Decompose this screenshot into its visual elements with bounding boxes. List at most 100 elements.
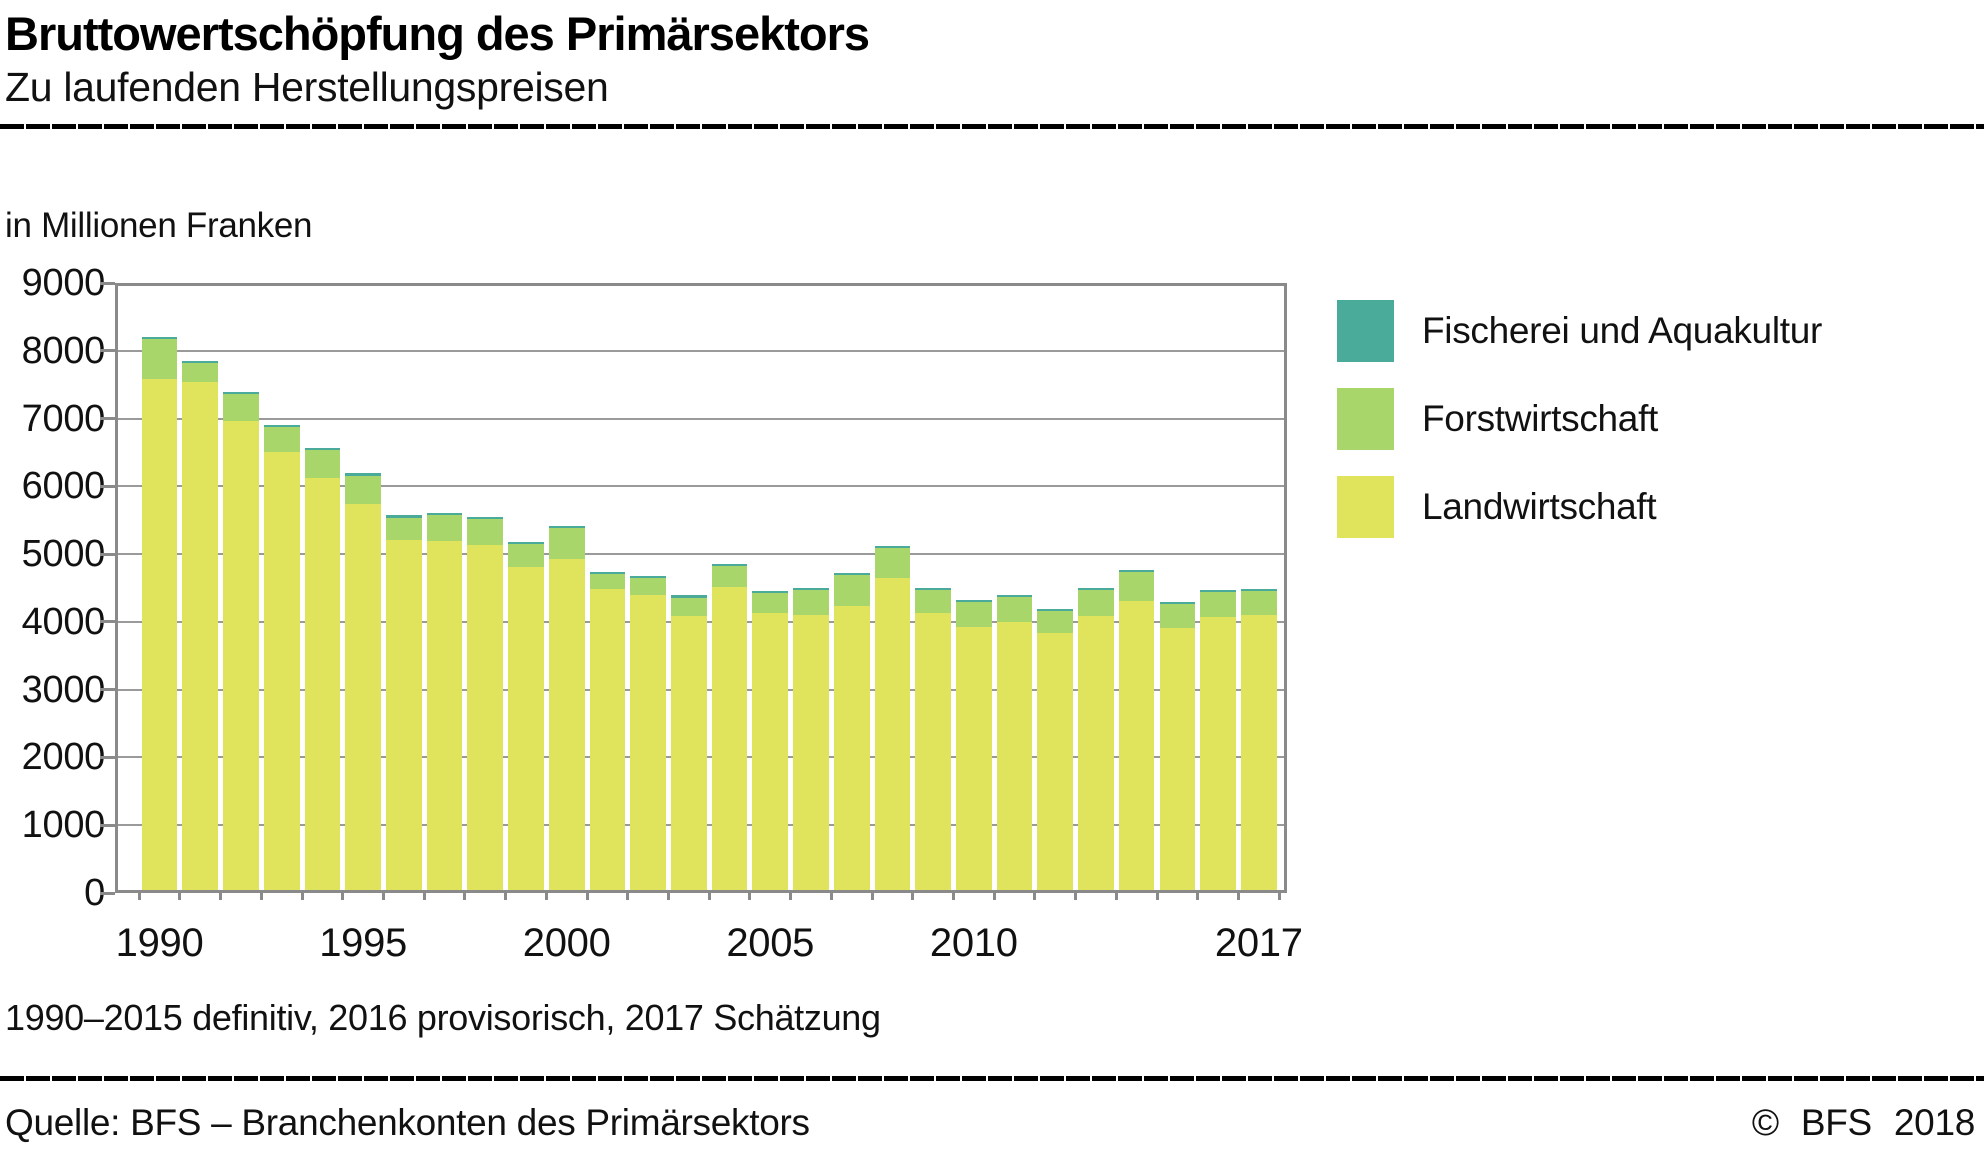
bar-2003: [670, 595, 707, 893]
gridline-5000: [115, 553, 1287, 556]
bar-2005: [752, 591, 789, 893]
bar-1993-forstwirtschaft: [263, 426, 300, 452]
bar-2010-fischerei-und-aquakultur: [955, 600, 992, 603]
y-tick-label-9000: 9000: [21, 262, 106, 304]
bar-2004: [711, 563, 748, 893]
x-minor-tick-14: [707, 893, 711, 900]
source-text: Quelle: BFS – Branchenkonten des Primärs…: [5, 1102, 810, 1143]
legend-label: Fischerei und Aquakultur: [1422, 310, 1823, 351]
y-tick-label-6000: 6000: [21, 465, 106, 508]
y-tick-label-0: 0: [84, 872, 105, 914]
copyright-text: © BFS 2018: [1751, 1102, 1975, 1143]
bar-1993-fischerei-und-aquakultur: [263, 424, 300, 427]
bar-2016-fischerei-und-aquakultur: [1200, 590, 1236, 593]
footnote: 1990–2015 definitiv, 2016 provisorisch, …: [5, 997, 881, 1038]
bar-2013-fischerei-und-aquakultur: [1078, 588, 1114, 591]
bar-1999-forstwirtschaft: [508, 543, 544, 568]
y-axis-unit-label: in Millionen Franken: [5, 206, 313, 245]
bar-2003-landwirtschaft: [670, 615, 707, 893]
bar-1991-forstwirtschaft: [182, 363, 219, 383]
x-minor-tick-26: [1196, 893, 1200, 900]
x-minor-tick-17: [829, 893, 833, 900]
bar-2011-fischerei-und-aquakultur: [996, 594, 1033, 597]
bar-1995-landwirtschaft: [345, 503, 381, 893]
bar-1991-landwirtschaft: [182, 382, 219, 893]
bar-2008-fischerei-und-aquakultur: [874, 546, 911, 549]
bar-2014-landwirtschaft: [1118, 600, 1155, 893]
bar-2004-landwirtschaft: [711, 586, 748, 893]
bar-1990: [141, 336, 178, 893]
bar-2011-forstwirtschaft: [996, 596, 1033, 622]
y-tick-7000: [100, 417, 115, 421]
x-tick-label-2010: 2010: [929, 921, 1018, 965]
bar-2000: [548, 526, 585, 893]
x-tick-label-2000: 2000: [522, 921, 611, 965]
y-tick-3000: [100, 688, 115, 692]
bar-2010-forstwirtschaft: [955, 602, 992, 628]
bar-2004-fischerei-und-aquakultur: [711, 563, 748, 566]
bar-1999-fischerei-und-aquakultur: [508, 541, 544, 544]
y-tick-label-4000: 4000: [21, 600, 106, 643]
bar-2000-fischerei-und-aquakultur: [548, 526, 585, 529]
bar-1993: [263, 424, 300, 893]
bar-2017-landwirtschaft: [1240, 615, 1277, 893]
legend-label: Forstwirtschaft: [1422, 398, 1659, 439]
x-minor-tick-10: [544, 893, 548, 900]
legend-item-landwirtschaft: Landwirtschaft: [1337, 476, 1822, 538]
bar-1991-fischerei-und-aquakultur: [182, 361, 219, 364]
x-minor-tick-21: [992, 893, 996, 900]
bar-2006-fischerei-und-aquakultur: [793, 588, 829, 591]
bar-2015-forstwirtschaft: [1159, 603, 1196, 628]
bar-2016-forstwirtschaft: [1200, 592, 1236, 617]
chart-legend: Fischerei und Aquakultur Forstwirtschaft L…: [1337, 300, 1822, 564]
y-tick-label-8000: 8000: [21, 329, 106, 372]
bar-2008: [874, 546, 911, 893]
x-minor-tick-20: [951, 893, 955, 900]
bar-2000-forstwirtschaft: [548, 528, 585, 559]
bar-2009-forstwirtschaft: [915, 590, 951, 613]
x-minor-tick-28: [1277, 893, 1281, 900]
bar-1994: [304, 447, 341, 893]
bar-2015-landwirtschaft: [1159, 628, 1196, 893]
y-tick-label-3000: 3000: [21, 668, 106, 711]
y-tick-label-5000: 5000: [21, 533, 106, 576]
legend-swatch-icon: [1337, 476, 1394, 538]
bar-1996-landwirtschaft: [385, 539, 422, 893]
bar-1996-forstwirtschaft: [385, 517, 422, 540]
x-minor-tick-6: [381, 893, 385, 900]
y-tick-2000: [100, 755, 115, 759]
gridline-7000: [115, 417, 1287, 420]
bar-2007-forstwirtschaft: [833, 575, 870, 606]
bar-2010: [955, 600, 992, 893]
bar-2016-landwirtschaft: [1200, 616, 1236, 893]
x-minor-tick-5: [341, 893, 345, 900]
bar-1997: [426, 513, 463, 893]
plot-border-right: [1284, 283, 1287, 893]
bar-1997-landwirtschaft: [426, 541, 463, 893]
bar-2006-forstwirtschaft: [793, 590, 829, 616]
x-axis-labels: 1990 1995 2000 2005 2010 2017: [115, 921, 1303, 969]
x-tick-label-1995: 1995: [319, 921, 407, 965]
x-minor-tick-2: [219, 893, 223, 900]
x-minor-tick-13: [666, 893, 670, 900]
bar-1992-forstwirtschaft: [223, 394, 259, 422]
bar-2015: [1159, 601, 1196, 893]
legend-swatch-icon: [1337, 300, 1394, 362]
bar-1995-fischerei-und-aquakultur: [345, 473, 381, 476]
y-tick-8000: [100, 349, 115, 353]
x-minor-tick-16: [789, 893, 793, 900]
bottom-divider: [0, 1076, 1984, 1081]
bar-1998-forstwirtschaft: [467, 519, 504, 546]
y-tick-9000: [100, 281, 115, 285]
x-axis-line: [115, 890, 1287, 893]
x-minor-tick-19: [911, 893, 915, 900]
y-tick-4000: [100, 620, 115, 624]
legend-item-forstwirtschaft: Forstwirtschaft: [1337, 388, 1822, 450]
x-minor-tick-12: [626, 893, 630, 900]
bar-1994-fischerei-und-aquakultur: [304, 447, 341, 450]
bar-2008-landwirtschaft: [874, 577, 911, 893]
legend-label: Landwirtschaft: [1422, 486, 1657, 527]
bar-1999: [508, 541, 544, 893]
bar-2003-forstwirtschaft: [670, 597, 707, 616]
x-minor-tick-8: [463, 893, 467, 900]
